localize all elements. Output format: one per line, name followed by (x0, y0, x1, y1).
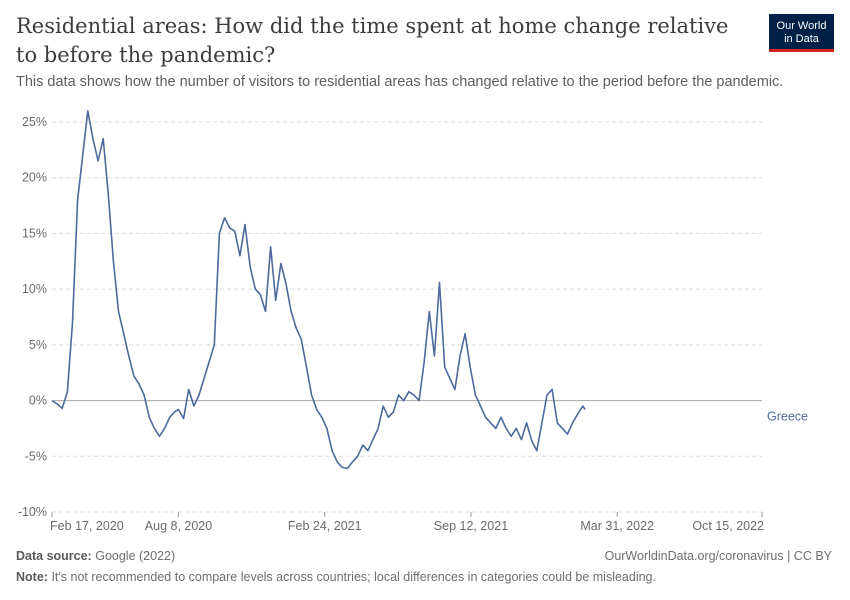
x-tick-label: Sep 12, 2021 (434, 519, 508, 533)
x-tick-label: Mar 31, 2022 (580, 519, 654, 533)
data-source-link[interactable]: Google (2022) (95, 549, 176, 563)
data-source: Data source: Google (2022) (16, 549, 175, 563)
license-link[interactable]: OurWorldinData.org/coronavirus | CC BY (604, 549, 832, 563)
y-tick-label: 20% (22, 171, 47, 185)
y-tick-label: -10% (18, 505, 47, 519)
y-tick-label: 0% (29, 394, 47, 408)
chart-title: Residential areas: How did the time spen… (16, 14, 729, 67)
y-tick-label: 5% (29, 338, 47, 352)
y-tick-label: 10% (22, 282, 47, 296)
logo-line-2: in Data (784, 32, 819, 45)
x-tick-label: Oct 15, 2022 (692, 519, 764, 533)
chart-note: Note: It's not recommended to compare le… (16, 570, 656, 584)
series-line-greece[interactable] (51, 110, 586, 470)
chart-subtitle: This data shows how the number of visito… (16, 74, 784, 90)
line-chart: -10% -5% 0% 5% 10% 15% 20% 25% Feb 17, 2020 Aug 8… (18, 110, 808, 533)
y-tick-label: -5% (25, 449, 47, 463)
series-label-greece[interactable]: Greece (767, 409, 808, 423)
logo-line-1: Our World (776, 20, 827, 32)
data-source-label: Data source: (16, 549, 92, 563)
y-tick-label: 15% (22, 226, 47, 240)
note-text: It's not recommended to compare levels a… (51, 570, 656, 584)
note-label: Note: (16, 570, 48, 584)
y-tick-label: 25% (22, 115, 47, 129)
owid-logo[interactable]: Our World in Data (769, 14, 834, 52)
x-tick-label: Feb 17, 2020 (50, 519, 124, 533)
x-tick-label: Feb 24, 2021 (288, 519, 362, 533)
x-tick-label: Aug 8, 2020 (145, 519, 212, 533)
